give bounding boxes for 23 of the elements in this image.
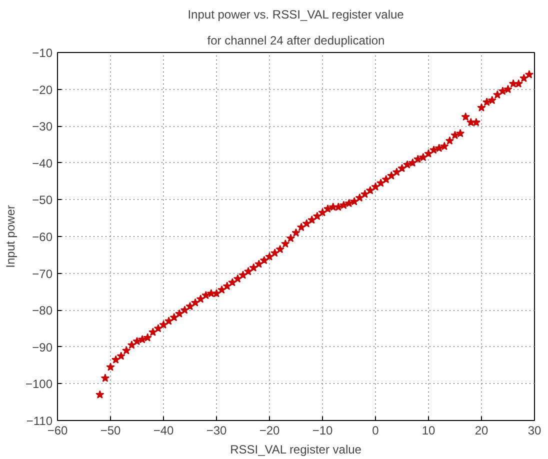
x-tick-label: −50 [100, 424, 122, 438]
y-tick-label: −40 [32, 156, 53, 170]
x-tick-label: −30 [206, 424, 228, 438]
y-tick-label: −80 [32, 304, 53, 318]
x-axis-title: RSSI_VAL register value [230, 442, 362, 456]
y-tick-label: −10 [32, 46, 53, 60]
x-tick-label: 20 [474, 424, 488, 438]
y-tick-label: −50 [32, 193, 53, 208]
y-tick-label: −60 [32, 230, 53, 244]
chart-subtitle: for channel 24 after deduplication [207, 34, 385, 48]
chart-title: Input power vs. RSSI_VAL register value [188, 8, 404, 22]
y-axis-title: Input power [3, 205, 18, 268]
y-tick-label: −90 [32, 340, 53, 354]
y-tick-label: −20 [32, 82, 53, 97]
x-tick-label: 30 [528, 424, 542, 438]
y-tick-label: −30 [32, 120, 53, 134]
x-tick-label: 10 [422, 424, 436, 438]
x-tick-label: −40 [153, 424, 174, 438]
y-tick-label: −70 [32, 266, 53, 281]
x-tick-label: −10 [312, 424, 334, 438]
y-tick-label: −100 [25, 377, 53, 392]
x-tick-label: 0 [372, 424, 380, 438]
x-tick-label: −20 [259, 424, 280, 438]
